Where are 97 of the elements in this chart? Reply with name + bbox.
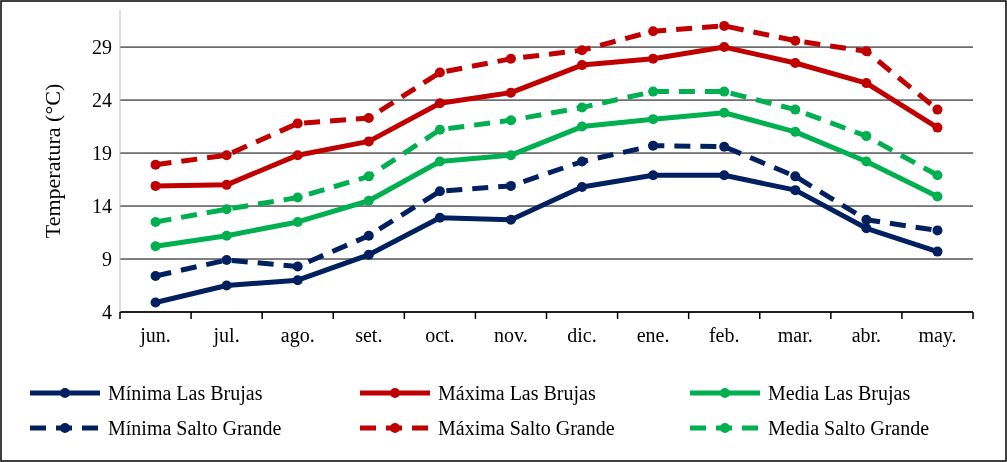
- point: [434, 156, 445, 167]
- point: [505, 214, 516, 225]
- point: [505, 180, 516, 191]
- point: [648, 140, 659, 151]
- point: [505, 87, 516, 98]
- point: [577, 181, 588, 192]
- point: [932, 246, 943, 257]
- point: [790, 185, 801, 196]
- point: [363, 230, 374, 241]
- y-tick-label: 14: [92, 195, 112, 218]
- point: [790, 57, 801, 68]
- point: [150, 216, 161, 227]
- point: [150, 159, 161, 170]
- point: [150, 180, 161, 191]
- point: [292, 261, 303, 272]
- point: [221, 204, 232, 215]
- legend-label: Mínima Las Brujas: [108, 382, 263, 405]
- x-tick-label: abr.: [851, 324, 882, 346]
- point: [150, 241, 161, 252]
- point: [577, 102, 588, 113]
- point: [363, 249, 374, 260]
- y-axis-title: Temperatura (°C): [40, 83, 65, 239]
- point: [932, 225, 943, 236]
- point: [648, 53, 659, 64]
- x-tick-label: ene.: [636, 324, 670, 346]
- point: [719, 86, 730, 97]
- point: [719, 107, 730, 118]
- point: [292, 150, 303, 161]
- point: [434, 67, 445, 78]
- point: [363, 195, 374, 206]
- x-tick-label: set.: [355, 324, 383, 346]
- point: [790, 104, 801, 115]
- point: [292, 192, 303, 203]
- legend-label: Máxima Las Brujas: [438, 382, 596, 405]
- x-tick-label: mar.: [777, 324, 813, 346]
- point: [363, 136, 374, 147]
- point: [505, 53, 516, 64]
- point: [719, 42, 730, 53]
- point: [363, 171, 374, 182]
- point: [292, 216, 303, 227]
- point: [221, 280, 232, 291]
- point: [932, 122, 943, 133]
- x-tick-label: dic.: [567, 324, 597, 346]
- y-tick-label: 19: [92, 142, 112, 165]
- x-tick-label: nov.: [494, 324, 528, 346]
- point: [292, 275, 303, 286]
- point: [932, 104, 943, 115]
- point: [719, 170, 730, 181]
- point: [150, 297, 161, 308]
- point: [648, 114, 659, 125]
- x-tick-label: jul.: [212, 324, 240, 347]
- point: [648, 170, 659, 181]
- point: [648, 26, 659, 37]
- point: [221, 255, 232, 266]
- point: [932, 170, 943, 181]
- legend-label: Mínima Salto Grande: [108, 417, 282, 439]
- point: [505, 115, 516, 126]
- point: [434, 124, 445, 135]
- point: [861, 46, 872, 57]
- y-tick-label: 9: [102, 248, 112, 271]
- x-tick-label: feb.: [708, 324, 740, 346]
- y-tick-label: 29: [92, 36, 112, 59]
- point: [577, 121, 588, 132]
- point: [221, 179, 232, 190]
- point: [861, 223, 872, 234]
- point: [363, 113, 374, 124]
- x-tick-label: jun.: [139, 324, 171, 347]
- legend-label: Media Las Brujas: [768, 382, 911, 405]
- x-tick-label: oct.: [425, 324, 455, 346]
- point: [790, 126, 801, 137]
- legend-label: Máxima Salto Grande: [438, 417, 615, 439]
- x-tick-label: ago.: [280, 324, 315, 347]
- point: [648, 86, 659, 97]
- point: [221, 150, 232, 161]
- y-tick-label: 4: [102, 301, 112, 323]
- point: [861, 156, 872, 167]
- legend-label: Media Salto Grande: [768, 417, 930, 439]
- point: [861, 131, 872, 142]
- point: [932, 191, 943, 202]
- point: [719, 20, 730, 31]
- point: [861, 214, 872, 225]
- point: [434, 212, 445, 223]
- point: [150, 270, 161, 281]
- point: [577, 156, 588, 167]
- point: [221, 230, 232, 241]
- point: [505, 150, 516, 161]
- point: [861, 78, 872, 89]
- point: [434, 98, 445, 109]
- x-tick-label: may.: [918, 324, 957, 347]
- point: [434, 186, 445, 197]
- y-tick-label: 24: [92, 89, 112, 112]
- point: [719, 141, 730, 152]
- point: [577, 45, 588, 56]
- point: [292, 118, 303, 129]
- point: [790, 171, 801, 182]
- point: [790, 35, 801, 46]
- point: [577, 60, 588, 71]
